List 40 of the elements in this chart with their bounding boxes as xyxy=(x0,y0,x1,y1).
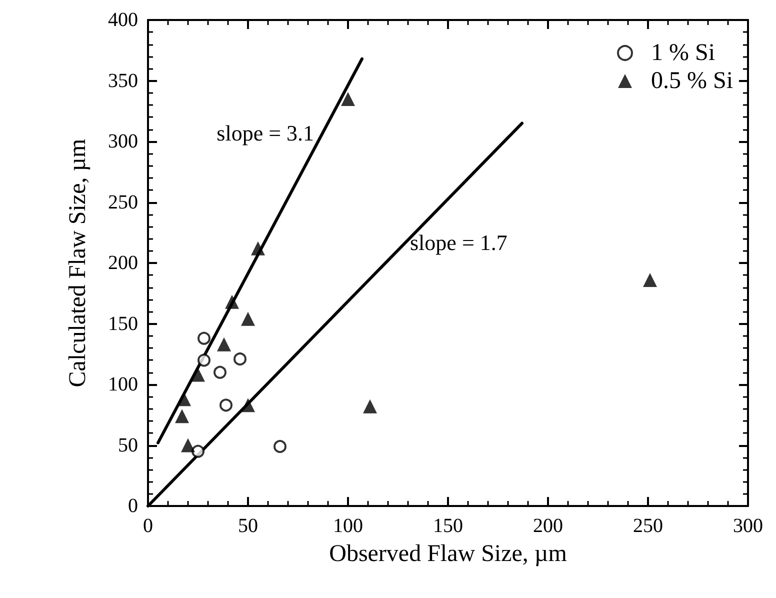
y-tick-label: 250 xyxy=(108,191,138,214)
x-tick-label: 300 xyxy=(733,515,763,537)
point xyxy=(643,273,657,288)
point xyxy=(198,332,210,345)
y-tick-label: 300 xyxy=(108,130,138,152)
legend-label: 0.5 % Si xyxy=(650,68,734,94)
point xyxy=(175,409,189,424)
x-tick-label: 50 xyxy=(238,515,258,537)
point xyxy=(251,241,265,256)
y-tick-label: 100 xyxy=(108,374,138,396)
y-tick-label: 50 xyxy=(118,434,138,456)
y-tick-label: 350 xyxy=(108,70,138,92)
point xyxy=(241,312,255,326)
annotation: slope = 1.7 xyxy=(410,230,508,255)
point xyxy=(225,294,239,309)
y-tick-label: 400 xyxy=(108,9,138,31)
y-axis-title: Calculated Flaw Size, µm xyxy=(65,138,91,388)
point xyxy=(234,352,246,366)
legend-label: 1 % Si xyxy=(650,40,716,66)
annotation: slope = 3.1 xyxy=(216,120,314,146)
point xyxy=(181,438,195,452)
point xyxy=(191,368,205,382)
x-axis-title: Observed Flaw Size, µm xyxy=(329,541,568,567)
point xyxy=(192,444,204,458)
x-tick-label: 0 xyxy=(143,515,153,537)
point xyxy=(217,337,231,352)
point xyxy=(220,398,232,412)
point xyxy=(241,398,255,412)
point xyxy=(363,399,377,414)
x-tick-label: 150 xyxy=(433,515,463,537)
y-tick-label: 200 xyxy=(108,252,138,274)
point xyxy=(214,366,226,379)
x-tick-label: 250 xyxy=(633,515,663,537)
x-tick-label: 200 xyxy=(533,515,563,537)
point xyxy=(341,92,355,106)
x-tick-label: 100 xyxy=(333,515,363,537)
point xyxy=(198,354,210,367)
y-tick-label: 150 xyxy=(108,312,138,335)
point xyxy=(274,440,286,453)
y-tick-label: 0 xyxy=(128,495,138,517)
